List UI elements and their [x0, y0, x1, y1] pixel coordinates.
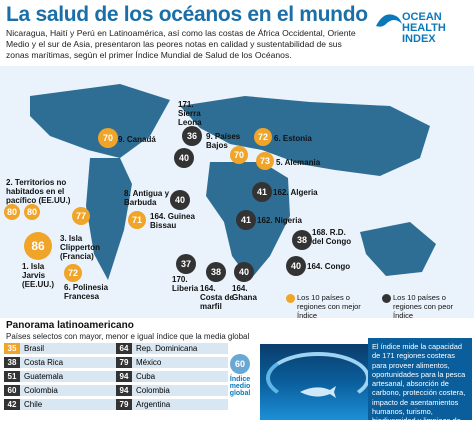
- panorama-item: 42 Chile: [4, 398, 116, 410]
- label-canada: 9. Canadá: [118, 135, 156, 144]
- panorama-item: 94 Cuba: [116, 370, 228, 382]
- global-average: 60 Índice medio global: [228, 354, 252, 397]
- label-polinesia: 6. Polinesia Francesa: [64, 283, 109, 301]
- label-algeria: 162. Algeria: [273, 188, 318, 197]
- panorama-score: 64: [116, 342, 132, 354]
- panorama-score: 79: [116, 356, 132, 368]
- info-text: El índice mide la capacidad de 171 regio…: [368, 338, 472, 435]
- score-territorios-2: 80: [24, 204, 40, 220]
- panorama-score: 79: [116, 398, 132, 410]
- panorama-score: 35: [4, 342, 20, 354]
- score-clipperton: 77: [72, 207, 90, 225]
- score-alemania: 73: [256, 152, 274, 170]
- label-ghana: 164. Ghana: [232, 284, 257, 302]
- world-map: 70 9. Canadá 2. Territorios no habitados…: [0, 66, 474, 320]
- legend-worst-text: Los 10 países o regiones con peor Índice: [393, 293, 454, 320]
- panorama-country: Brasil: [20, 342, 116, 354]
- global-average-label: Índice medio global: [229, 376, 251, 397]
- label-antigua: 8. Antigua y Barbuda: [124, 189, 170, 207]
- panorama-item: 35 Brasil: [4, 342, 116, 354]
- label-estonia: 6. Estonia: [274, 134, 312, 143]
- score-jarvis: 86: [24, 232, 52, 260]
- panorama-country: Argentina: [132, 398, 228, 410]
- panorama-item: 94 Colombia: [116, 384, 228, 396]
- label-congo-rd: 168. R.D. del Congo: [312, 228, 352, 246]
- page-title: La salud de los océanos en el mundo: [6, 3, 368, 26]
- logo-line2: HEALTH: [402, 22, 446, 34]
- panorama-row: 35 Brasil 64 Rep. Dominicana: [4, 342, 228, 354]
- panorama-item: 38 Costa Rica: [4, 356, 116, 368]
- panorama-row: 42 Chile 79 Argentina: [4, 398, 228, 410]
- panorama-score: 60: [4, 384, 20, 396]
- score-estonia: 72: [254, 128, 272, 146]
- panorama-item: 79 México: [116, 356, 228, 368]
- label-congo: 164. Congo: [307, 262, 351, 271]
- panorama-item: 64 Rep. Dominicana: [116, 342, 228, 354]
- label-jarvis: 1. Isla Jarvis (EE.UU.): [22, 262, 54, 289]
- score-extra: 40: [174, 148, 194, 168]
- label-territorios: 2. Territorios no habitados en el pacífi…: [6, 178, 71, 205]
- score-congo-rd: 38: [292, 230, 312, 250]
- panorama-country: Costa Rica: [20, 356, 116, 368]
- score-nigeria: 41: [236, 210, 256, 230]
- label-guinea: 164. Guinea Bissau: [150, 212, 195, 230]
- logo-line3: INDEX: [402, 33, 436, 45]
- shark-icon: [300, 386, 336, 398]
- legend-best-dot: [286, 294, 295, 303]
- score-liberia: 37: [176, 254, 196, 274]
- panorama-item: 51 Guatemala: [4, 370, 116, 382]
- score-canada: 70: [98, 128, 118, 148]
- legend-worst-dot: [382, 294, 391, 303]
- panorama-item: 60 Colombia: [4, 384, 116, 396]
- score-guinea: 40: [170, 190, 190, 210]
- panorama-score: 51: [4, 370, 20, 382]
- label-alemania: 5. Alemania: [276, 158, 321, 167]
- label-sierra: 171. Sierra Leona: [178, 100, 202, 127]
- score-algeria: 41: [252, 182, 272, 202]
- panorama-row: 38 Costa Rica 79 México: [4, 356, 228, 368]
- panorama-country: Chile: [20, 398, 116, 410]
- panorama-score: 38: [4, 356, 20, 368]
- intro-text: Nicaragua, Haití y Perú en Latinoamérica…: [6, 28, 356, 60]
- score-congo: 40: [286, 256, 306, 276]
- label-liberia: 170. Liberia: [172, 275, 199, 293]
- score-bajos: 70: [230, 146, 248, 164]
- score-costa: 38: [206, 262, 226, 282]
- score-sierra: 36: [182, 126, 202, 146]
- ocean-photo: [260, 344, 370, 420]
- global-average-value: 60: [230, 354, 250, 374]
- panorama-country: Rep. Dominicana: [132, 342, 228, 354]
- bottom-section: Panorama latinoamericano Países selectos…: [0, 318, 474, 435]
- score-polinesia: 72: [64, 264, 82, 282]
- logo-line1: OCEAN: [402, 11, 442, 23]
- panorama-row: 60 Colombia 94 Colombia: [4, 384, 228, 396]
- ocean-health-index-logo: OCEAN HEALTH INDEX: [374, 6, 466, 56]
- panorama-country: Guatemala: [20, 370, 116, 382]
- panorama-row: 51 Guatemala 94 Cuba: [4, 370, 228, 382]
- panorama-country: Cuba: [132, 370, 228, 382]
- label-clipperton: 3. Isla Clipperton (Francia): [60, 234, 100, 261]
- panorama-country: Colombia: [20, 384, 116, 396]
- score-antigua: 71: [128, 211, 146, 229]
- panorama-score: 42: [4, 398, 20, 410]
- score-ghana: 40: [234, 262, 254, 282]
- panorama-country: Colombia: [132, 384, 228, 396]
- panorama-score: 94: [116, 370, 132, 382]
- wave-icon: [376, 14, 402, 27]
- panorama-subtitle: Países selectos con mayor, menor e igual…: [6, 332, 250, 341]
- panorama-title: Panorama latinoamericano: [6, 320, 134, 331]
- label-costa: 164. Costa de marfil: [200, 284, 234, 311]
- score-territorios: 80: [4, 204, 20, 220]
- legend-best-text: Los 10 países o regiones con mejor Índic…: [297, 293, 361, 320]
- label-nigeria: 162. Nigeria: [257, 216, 302, 225]
- panorama-grid: 35 Brasil 64 Rep. Dominicana 38 Costa Rica …: [4, 342, 228, 412]
- panorama-item: 79 Argentina: [116, 398, 228, 410]
- label-bajos: 9. Países Bajos: [206, 132, 241, 150]
- panorama-score: 94: [116, 384, 132, 396]
- panorama-country: México: [132, 356, 228, 368]
